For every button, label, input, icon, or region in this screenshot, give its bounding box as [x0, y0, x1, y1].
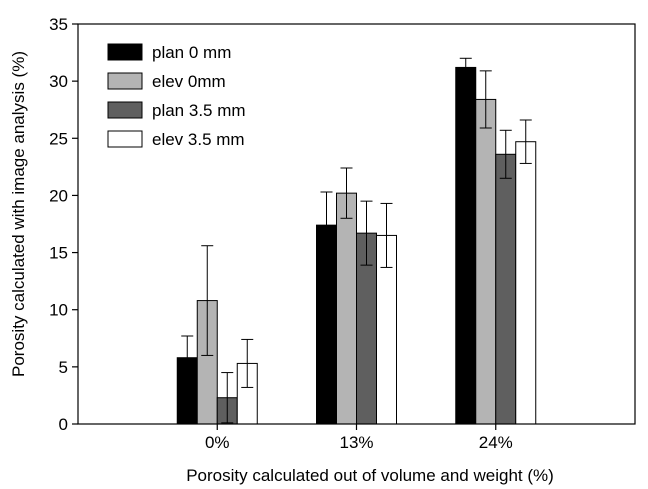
- y-tick-label-4: 20: [49, 186, 68, 205]
- x-tick-label-2: 24%: [479, 433, 513, 452]
- legend-label-1: elev 0mm: [152, 72, 226, 91]
- error-bars-layer: [181, 57, 532, 424]
- y-tick-label-7: 35: [49, 15, 68, 34]
- bars-layer: [176, 66, 537, 425]
- legend-label-0: plan 0 mm: [152, 43, 231, 62]
- y-tick-label-1: 5: [59, 358, 68, 377]
- y-axis-title: Porosity calculated with image analysis …: [9, 51, 28, 377]
- bar-2-1: [475, 98, 497, 425]
- legend: plan 0 mm elev 0mm plan 3.5 mm elev 3.5 mm: [107, 43, 246, 149]
- legend-swatch-0: [107, 43, 143, 61]
- bar-2-3: [515, 141, 537, 425]
- bar-2-2: [495, 153, 517, 425]
- y-tick-label-6: 30: [49, 72, 68, 91]
- y-tick-label-5: 25: [49, 129, 68, 148]
- bar-1-1: [336, 192, 357, 425]
- legend-swatch-1: [107, 72, 143, 90]
- y-tick-label-3: 15: [49, 244, 68, 263]
- x-tick-label-1: 13%: [339, 433, 373, 452]
- bar-2-0: [455, 66, 477, 425]
- x-axis-title: Porosity calculated out of volume and we…: [186, 466, 554, 485]
- x-tick-label-0: 0%: [205, 433, 230, 452]
- legend-label-2: plan 3.5 mm: [152, 101, 246, 120]
- legend-label-3: elev 3.5 mm: [152, 130, 245, 149]
- y-tick-label-0: 0: [59, 415, 68, 434]
- axes-layer: 0 5 10 15 20 25 30 35 0% 13% 24%: [49, 15, 636, 452]
- legend-swatch-3: [107, 130, 143, 148]
- legend-swatch-2: [107, 101, 143, 119]
- y-tick-label-2: 10: [49, 301, 68, 320]
